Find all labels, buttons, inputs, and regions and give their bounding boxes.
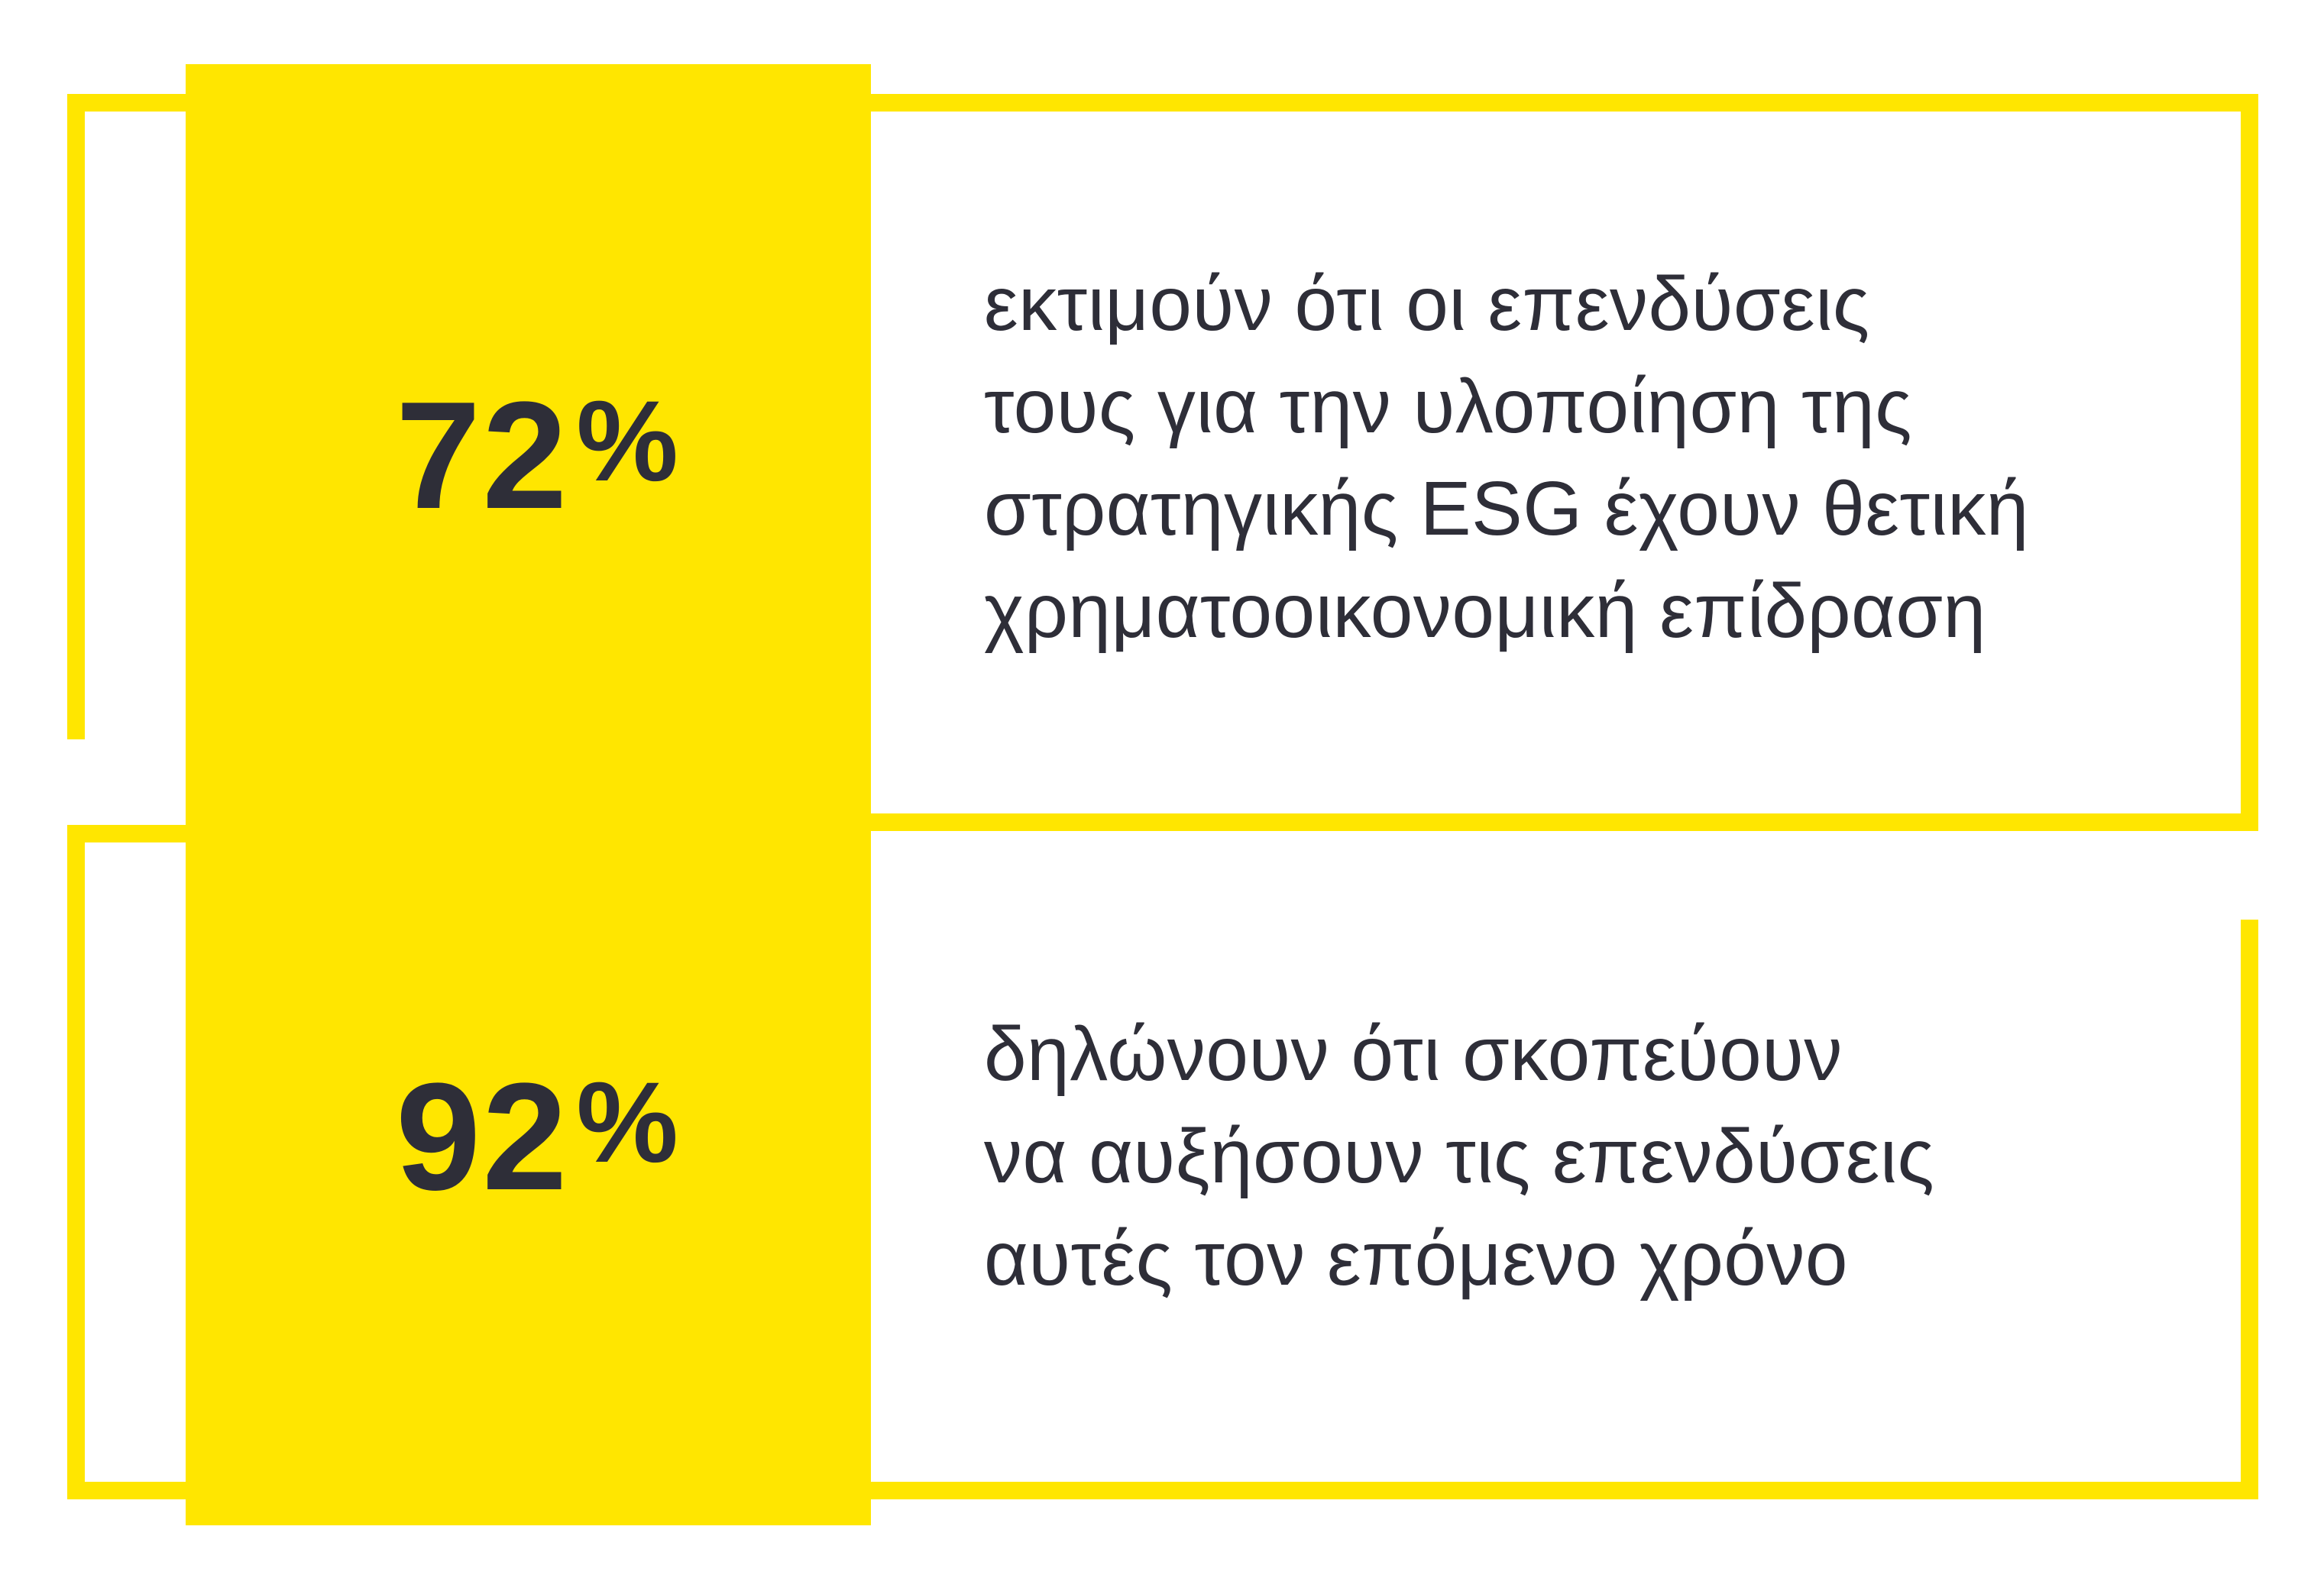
- highlight-bar: [186, 64, 871, 1525]
- stat-number-2: 92: [396, 1052, 569, 1222]
- top-panel-frame-left-edge: [67, 94, 85, 739]
- percent-sign-1: %: [576, 377, 678, 505]
- stat-description-line: αυτές τον επόμενο χρόνο: [984, 1216, 1848, 1302]
- stat-value-2: 92 %: [396, 1052, 678, 1222]
- bottom-panel-frame-left-edge: [67, 825, 85, 1499]
- percent-sign-2: %: [576, 1058, 678, 1186]
- stat-number-1: 72: [396, 370, 569, 541]
- stat-description-line: χρηματοοικονομική επίδραση: [984, 568, 1986, 654]
- stat-description-line: εκτιμούν ότι οι επενδύσεις: [984, 261, 1870, 347]
- stat-value-1: 72 %: [396, 370, 678, 541]
- top-panel-frame-right-edge: [2241, 94, 2258, 831]
- stat-description-line: δηλώνουν ότι σκοπεύουν: [984, 1011, 1843, 1097]
- stat-description-1: εκτιμούν ότι οι επενδύσεις τους για την …: [984, 253, 2237, 662]
- stat-description-line: στρατηγικής ESG έχουν θετική: [984, 466, 2029, 551]
- stat-description-2: δηλώνουν ότι σκοπεύουν να αυξήσουν τις ε…: [984, 1003, 2237, 1310]
- bottom-panel-frame-right-edge: [2241, 920, 2258, 1499]
- stat-description-line: να αυξήσουν τις επενδύσεις: [984, 1114, 1935, 1199]
- stat-description-line: τους για την υλοποίηση της: [984, 364, 1912, 449]
